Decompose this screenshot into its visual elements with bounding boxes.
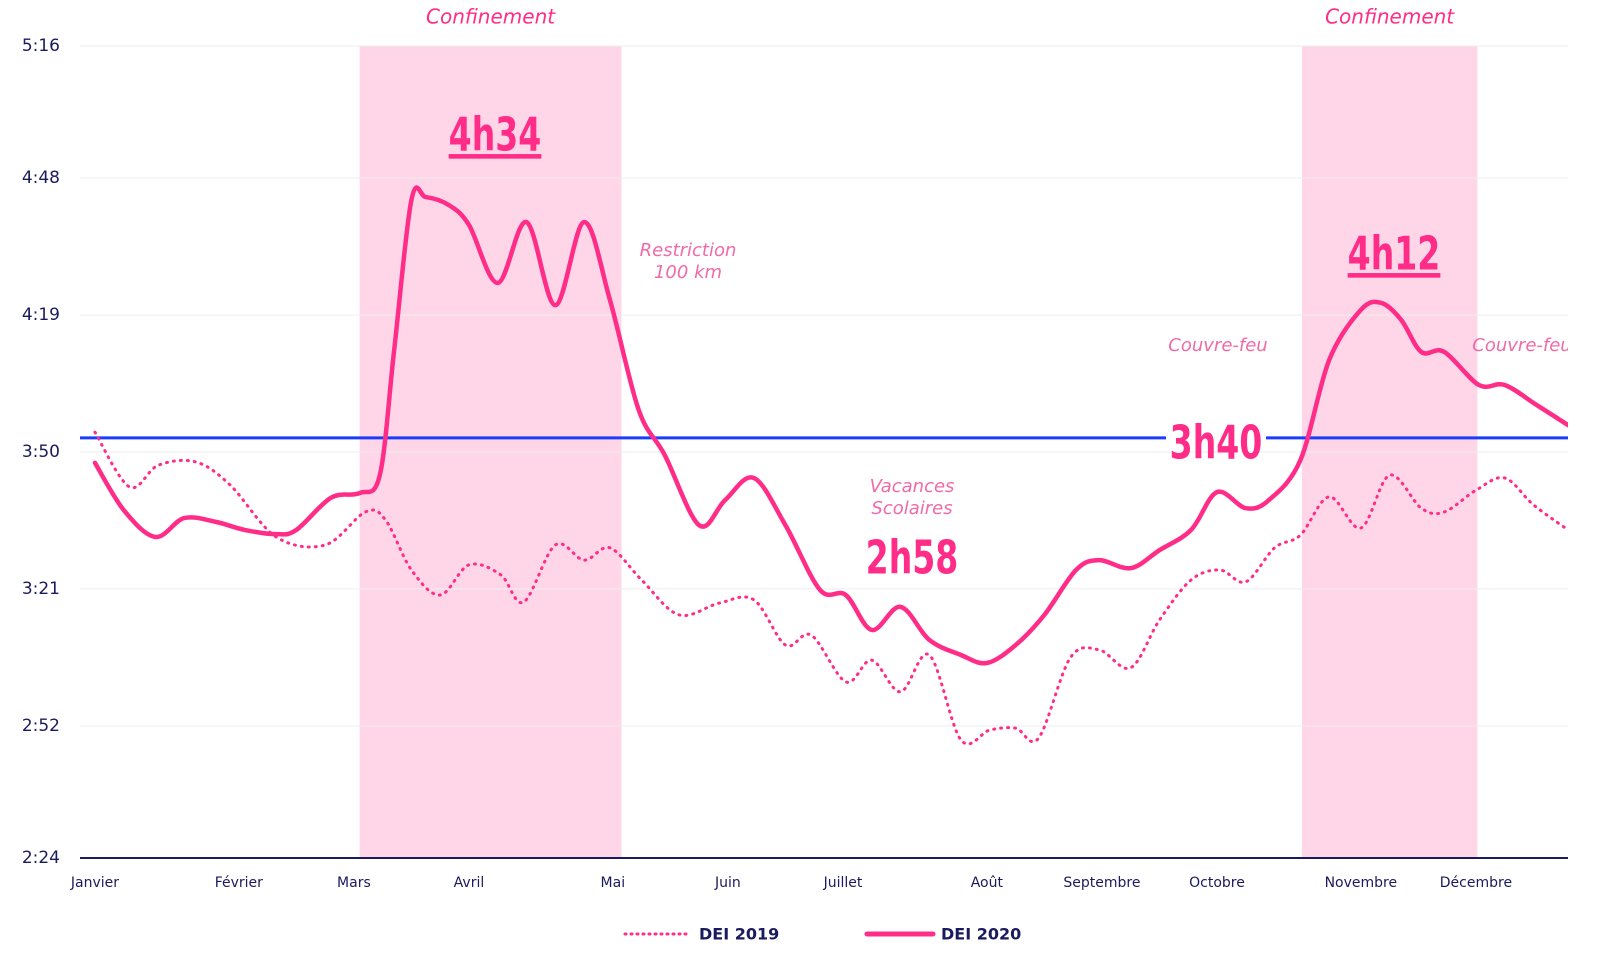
x-tick-label: Septembre <box>1063 875 1140 891</box>
region-label: Confinement <box>1325 5 1455 29</box>
value-annotation: 4h12 <box>1348 228 1441 281</box>
x-tick-label: Février <box>215 875 263 891</box>
region-label: Confinement <box>426 5 556 29</box>
line-series <box>93 430 1568 746</box>
annotation: Couvre-feu <box>1168 335 1267 356</box>
y-tick-label: 3:50 <box>22 442 60 462</box>
x-tick-label: Août <box>971 875 1004 891</box>
y-tick-label: 5:16 <box>22 36 60 56</box>
annotation: Couvre-feu <box>1472 335 1571 356</box>
x-tick-label: Janvier <box>70 875 119 891</box>
x-tick-label: Juin <box>714 875 741 891</box>
y-tick-label: 3:21 <box>22 579 60 599</box>
value-annotation: 3h40 <box>1170 417 1263 470</box>
annotation: Vacances <box>870 476 955 497</box>
y-tick-label: 2:52 <box>22 716 60 736</box>
x-tick-label: Mars <box>337 875 371 891</box>
annotation: Restriction <box>640 240 737 261</box>
line-series <box>92 185 1568 666</box>
value-annotation: 4h34 <box>449 109 542 162</box>
x-tick-label: Juillet <box>823 875 863 891</box>
legend-label: DEI 2020 <box>941 925 1021 944</box>
x-tick-label: Octobre <box>1189 875 1245 891</box>
y-tick-label: 4:19 <box>22 305 60 325</box>
annotation: 100 km <box>654 262 722 283</box>
x-tick-label: Décembre <box>1440 875 1512 891</box>
x-tick-label: Avril <box>454 875 485 891</box>
y-tick-label: 2:24 <box>22 848 60 868</box>
y-tick-label: 4:48 <box>22 168 60 188</box>
value-annotation: 2h58 <box>866 532 959 585</box>
label-bg <box>1166 431 1266 444</box>
x-tick-label: Mai <box>601 875 626 891</box>
x-tick-label: Novembre <box>1325 875 1398 891</box>
annotation: Scolaires <box>871 498 952 519</box>
legend-label: DEI 2019 <box>699 925 779 944</box>
